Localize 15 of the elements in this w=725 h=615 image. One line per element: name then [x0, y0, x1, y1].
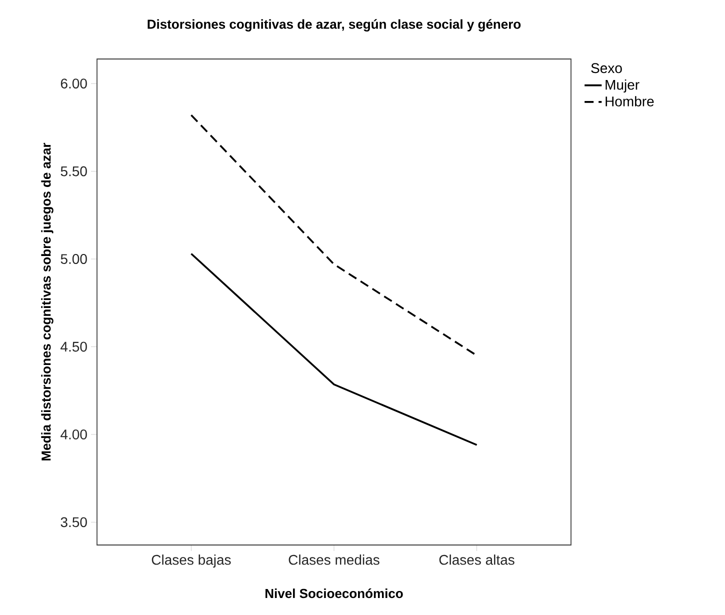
x-tick-label: Clases medias — [288, 554, 380, 565]
x-axis-title: Nivel Socioeconómico — [266, 588, 403, 598]
x-tick-label: Clases altas — [439, 554, 514, 565]
y-tick-label: 4.50 — [60, 342, 87, 352]
y-tick-label: 3.50 — [60, 517, 87, 528]
chart-title: Distorsiones cognitivas de azar, según clase social y género — [148, 19, 521, 32]
y-tick-label: 4.00 — [60, 429, 87, 440]
x-tick-label: Clases bajas — [152, 554, 231, 568]
y-tick-label: 5.50 — [60, 166, 87, 176]
y-axis-title: Media distorsiones cognitivas sobre juegos de azar — [41, 142, 54, 460]
legend-label: Hombre — [606, 96, 654, 106]
legend-title: Sexo — [591, 63, 622, 74]
y-tick-label: 6.00 — [60, 78, 87, 89]
y-tick-label: 5.00 — [60, 254, 87, 264]
legend-label: Mujer — [606, 79, 640, 93]
